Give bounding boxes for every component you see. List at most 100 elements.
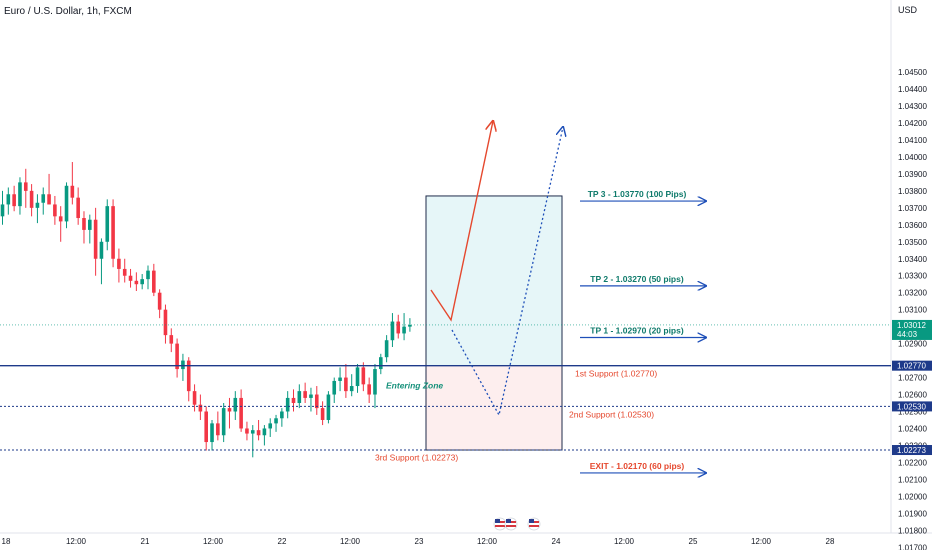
candle-body (140, 279, 144, 285)
support-1-price-label-text: 1.02770 (897, 362, 926, 371)
candle-body (210, 423, 214, 443)
candle-body (93, 219, 98, 259)
time-tick-label: 21 (141, 537, 150, 546)
candle-body (402, 326, 406, 334)
time-tick-label: 24 (552, 537, 561, 546)
price-tick-label: 1.02500 (898, 407, 927, 416)
support-2-price-label-text: 1.02530 (897, 402, 926, 411)
candle-body (221, 408, 226, 436)
candle-body (122, 268, 127, 276)
grid-layer (0, 0, 932, 534)
time-tick-label: 23 (415, 537, 424, 546)
price-tick-label: 1.04200 (898, 119, 927, 128)
candle-body (35, 202, 40, 208)
candle-body (373, 369, 377, 395)
price-tick-label: 1.04500 (898, 68, 927, 77)
support-2-price-label-bg (892, 401, 932, 412)
us-flag-icon (493, 517, 507, 531)
candle-body (128, 275, 133, 281)
price-tick-label: 1.01900 (898, 509, 927, 518)
candle-body (390, 321, 395, 341)
candle-body (245, 428, 249, 434)
candle-body (338, 377, 342, 381)
flag-canton (506, 519, 511, 523)
price-tick-label: 1.02600 (898, 391, 927, 400)
time-tick-label: 12:00 (614, 537, 635, 546)
candle-body (285, 397, 290, 412)
candle-body (355, 367, 360, 387)
tp3-label: TP 3 - 1.03770 (100 Pips) (588, 189, 687, 199)
price-tick-label: 1.02000 (898, 492, 927, 501)
flag-stripe (529, 525, 539, 527)
candle-body (6, 194, 11, 205)
candle-body (192, 391, 197, 405)
price-tick-label: 1.04000 (898, 153, 927, 162)
candle-body (379, 357, 383, 370)
candle-body (82, 218, 86, 230)
flag-canton (495, 519, 500, 523)
candle-body (349, 386, 354, 392)
price-tick-label: 1.03100 (898, 306, 927, 315)
candle-body (70, 185, 75, 198)
price-tick-label: 1.02900 (898, 340, 927, 349)
current-price-label-bg (892, 319, 932, 340)
candle-body (274, 418, 278, 424)
price-tick-label: 1.03400 (898, 255, 927, 264)
candle-body (326, 394, 331, 420)
candle-body (117, 258, 121, 269)
candle-body (105, 206, 110, 242)
candle-body (146, 270, 150, 280)
candle-body (99, 241, 104, 259)
price-tick-label: 1.03600 (898, 221, 927, 230)
candle-body (29, 190, 34, 208)
time-axis-layer: 18 12:00 21 12:00 22 12:00 23 12:00 24 12:00 25 12:… (2, 537, 835, 546)
annotations-layer: TP 3 - 1.03770 (100 Pips) TP 2 - 1.03270 … (375, 121, 706, 473)
time-tick-label: 28 (826, 537, 835, 546)
zone-layer (425, 195, 563, 451)
candle-body (157, 292, 162, 310)
tp2-label: TP 2 - 1.03270 (50 pips) (590, 274, 684, 284)
candle-body (204, 411, 208, 443)
candle-body (233, 397, 238, 412)
candle-body (169, 335, 174, 344)
current-price-label-text: 1.03012 (897, 321, 926, 330)
price-tick-label: 1.01700 (898, 543, 927, 550)
candle-body (12, 194, 16, 207)
candle-body (53, 204, 57, 217)
candle-body (303, 391, 307, 398)
candle-body (134, 280, 139, 285)
candle-body (186, 360, 191, 392)
us-flag-icon (504, 517, 518, 531)
candle-body (256, 430, 261, 436)
support-1-price-label-bg (892, 360, 932, 371)
candle-body (367, 384, 371, 395)
candle-body (314, 394, 319, 409)
candle-body (64, 185, 69, 222)
entering-zone-label: Entering Zone (386, 380, 443, 390)
candle-body (0, 204, 5, 217)
candle-body (250, 430, 255, 434)
candle-body (181, 360, 185, 370)
candle-body (239, 397, 243, 429)
price-tick-label: 1.02200 (898, 458, 927, 467)
candle-body (332, 380, 337, 395)
candle-body (361, 367, 366, 385)
price-tick-label: 1.03800 (898, 187, 927, 196)
us-flag-icon (527, 517, 541, 531)
candle-body (268, 423, 273, 429)
price-tick-label: 1.03700 (898, 204, 927, 213)
candle-body (291, 397, 296, 404)
price-tick-label: 1.04100 (898, 136, 927, 145)
levels-layer (0, 324, 891, 451)
loss-zone (426, 365, 562, 451)
candle-body (88, 219, 92, 230)
tp1-label: TP 1 - 1.02970 (20 pips) (590, 326, 684, 336)
flag-stripe (506, 525, 516, 527)
price-tick-label: 1.04300 (898, 102, 927, 111)
price-tick-label: 1.02400 (898, 424, 927, 433)
flag-stripe (495, 525, 505, 527)
price-tick-label: 1.03300 (898, 272, 927, 281)
time-tick-label: 12:00 (203, 537, 224, 546)
